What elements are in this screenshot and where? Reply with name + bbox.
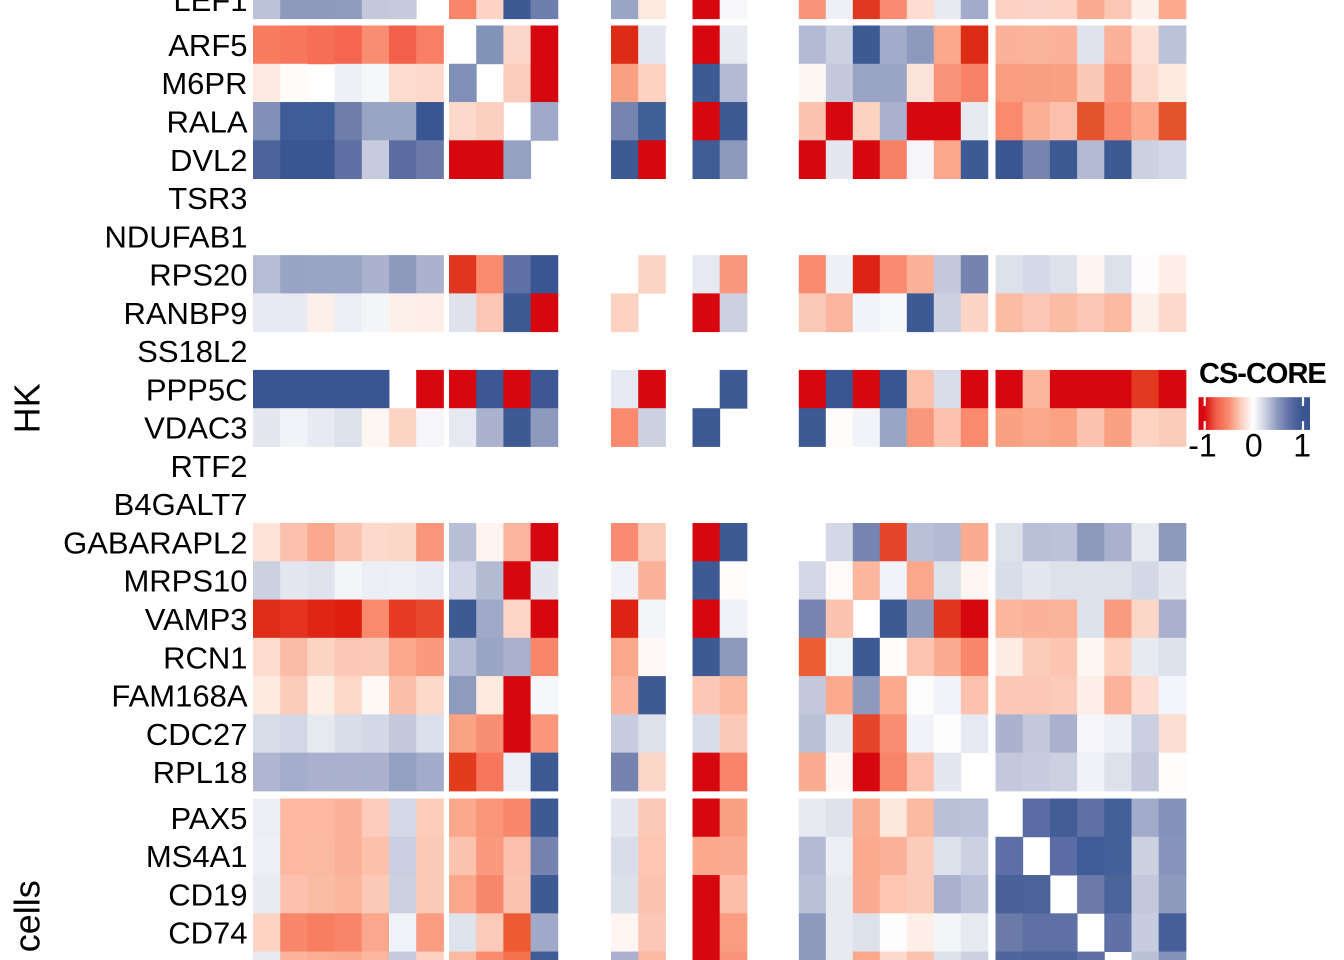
svg-text:DVL2: DVL2 [170,143,248,178]
svg-text:RALA: RALA [167,104,248,139]
svg-text:GABARAPL2: GABARAPL2 [63,525,247,560]
svg-text:CD74: CD74 [168,916,247,951]
svg-text:cells: cells [7,880,48,952]
svg-text:MRPS10: MRPS10 [123,564,247,599]
svg-text:PPP5C: PPP5C [146,372,248,407]
svg-text:VDAC3: VDAC3 [144,411,247,446]
svg-text:TSR3: TSR3 [168,181,247,216]
svg-text:RANBP9: RANBP9 [123,296,247,331]
svg-text:HK: HK [7,383,48,433]
svg-text:FAM168A: FAM168A [111,679,247,714]
svg-text:0: 0 [1245,427,1263,463]
svg-text:RPL18: RPL18 [153,755,248,790]
svg-text:RPS20: RPS20 [149,258,247,293]
svg-text:CS-CORE: CS-CORE [1199,358,1326,390]
svg-text:-1: -1 [1188,427,1216,463]
svg-text:ARF5: ARF5 [168,28,247,63]
svg-text:VAMP3: VAMP3 [145,602,248,637]
svg-text:B4GALT7: B4GALT7 [114,487,248,522]
svg-text:PAX5: PAX5 [171,801,248,836]
svg-text:CDC27: CDC27 [146,717,248,752]
svg-text:1: 1 [1293,427,1311,463]
svg-text:NDUFAB1: NDUFAB1 [105,219,248,254]
svg-text:LEF1: LEF1 [173,0,247,18]
svg-text:M6PR: M6PR [161,66,247,101]
svg-text:RCN1: RCN1 [163,640,247,675]
svg-text:SS18L2: SS18L2 [137,334,247,369]
svg-text:MS4A1: MS4A1 [146,839,248,874]
svg-text:CD19: CD19 [168,877,247,912]
svg-text:RTF2: RTF2 [171,449,248,484]
